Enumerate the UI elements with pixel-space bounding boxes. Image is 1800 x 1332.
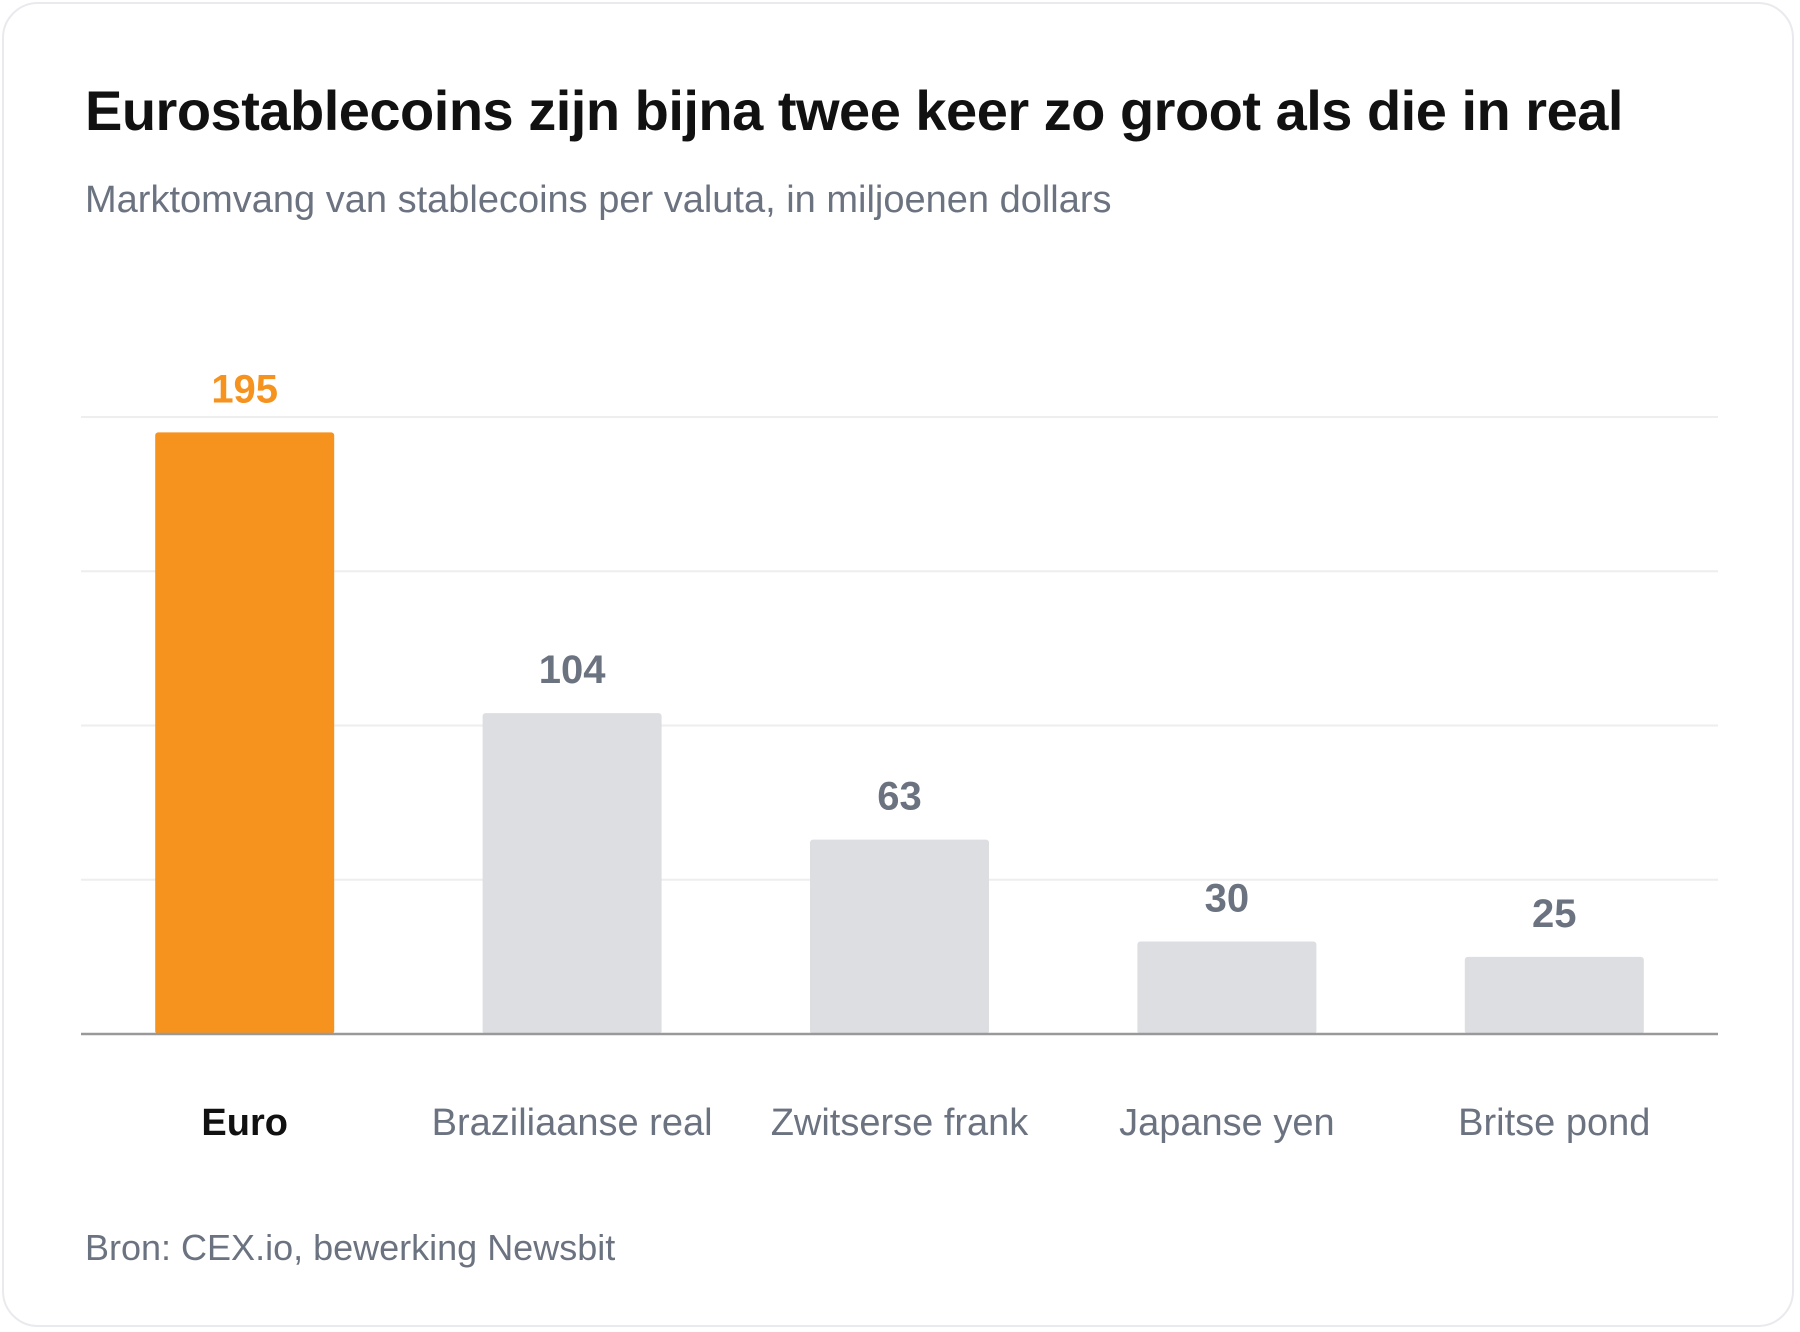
value-label: 63 xyxy=(877,775,922,819)
chart-subtitle: Marktomvang van stablecoins per valuta, … xyxy=(85,179,1112,221)
value-label: 30 xyxy=(1205,876,1250,920)
category-label: Euro xyxy=(201,1102,288,1144)
chart-title: Eurostablecoins zijn bijna twee keer zo … xyxy=(85,79,1623,142)
bar-euro xyxy=(155,432,335,1034)
value-label: 104 xyxy=(539,648,606,692)
bar-braziliaanse-real xyxy=(482,713,662,1034)
bar-zwitserse-frank xyxy=(810,839,989,1034)
value-label: 195 xyxy=(211,367,278,411)
value-label: 25 xyxy=(1532,892,1577,936)
category-label: Britse pond xyxy=(1458,1102,1650,1144)
bar-japanse-yen xyxy=(1137,941,1317,1034)
category-label: Zwitserse frank xyxy=(771,1102,1030,1144)
bar-britse-pond xyxy=(1464,956,1644,1034)
category-label: Braziliaanse real xyxy=(432,1102,713,1144)
chart-source: Bron: CEX.io, bewerking Newsbit xyxy=(85,1227,616,1268)
category-label: Japanse yen xyxy=(1119,1102,1335,1144)
